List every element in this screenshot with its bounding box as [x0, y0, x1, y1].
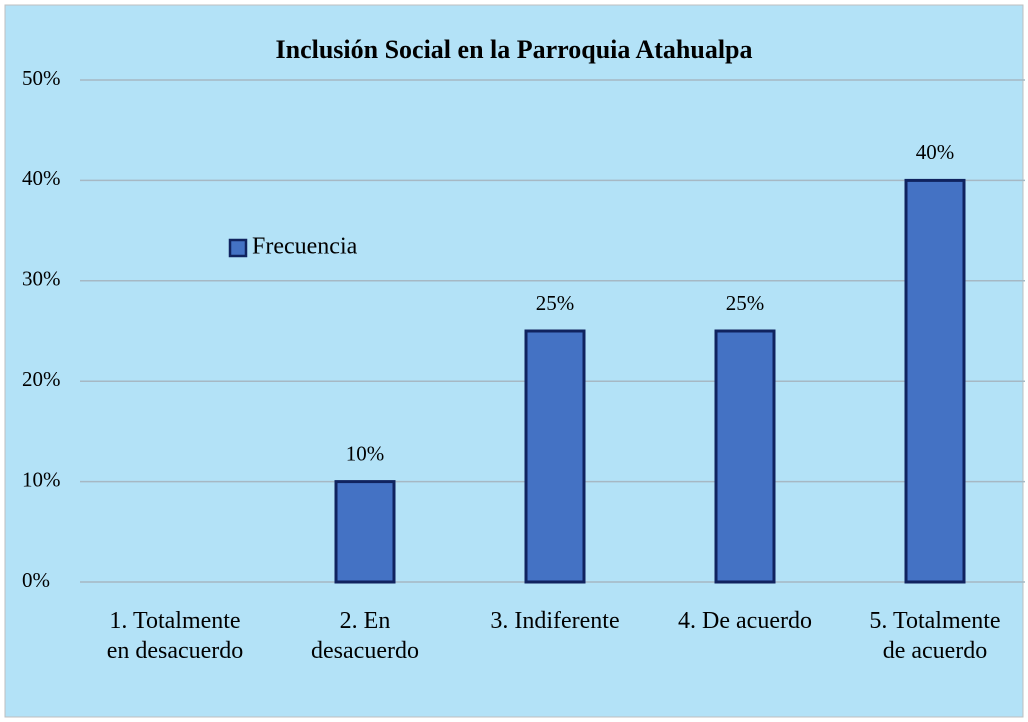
- y-tick-label: 10%: [22, 467, 61, 491]
- data-label: 25%: [536, 291, 575, 315]
- y-tick-label: 0%: [22, 568, 50, 592]
- bar: [904, 178, 966, 584]
- chart-title: Inclusión Social en la Parroquia Atahual…: [275, 35, 752, 64]
- legend-label: Frecuencia: [252, 234, 358, 260]
- y-tick-label: 20%: [22, 367, 61, 391]
- chart-area: [4, 4, 1024, 718]
- data-label: 25%: [726, 291, 765, 315]
- data-label: 40%: [916, 140, 955, 164]
- y-tick-label: 30%: [22, 267, 61, 291]
- legend-swatch: [228, 238, 248, 258]
- x-tick-label: 5. Totalmente de acuerdo: [869, 608, 1001, 664]
- y-tick-label: 40%: [22, 166, 61, 190]
- x-tick-label: 3. Indiferente: [490, 608, 620, 634]
- x-tick-label: 2. En desacuerdo: [311, 608, 419, 664]
- bar: [334, 480, 396, 584]
- x-tick-label: 1. Totalmente en desacuerdo: [106, 608, 244, 664]
- data-label: 10%: [346, 441, 385, 465]
- x-tick-label: 4. De acuerdo: [678, 608, 812, 634]
- y-tick-label: 50%: [22, 66, 61, 90]
- bar: [714, 329, 776, 584]
- bar: [524, 329, 586, 584]
